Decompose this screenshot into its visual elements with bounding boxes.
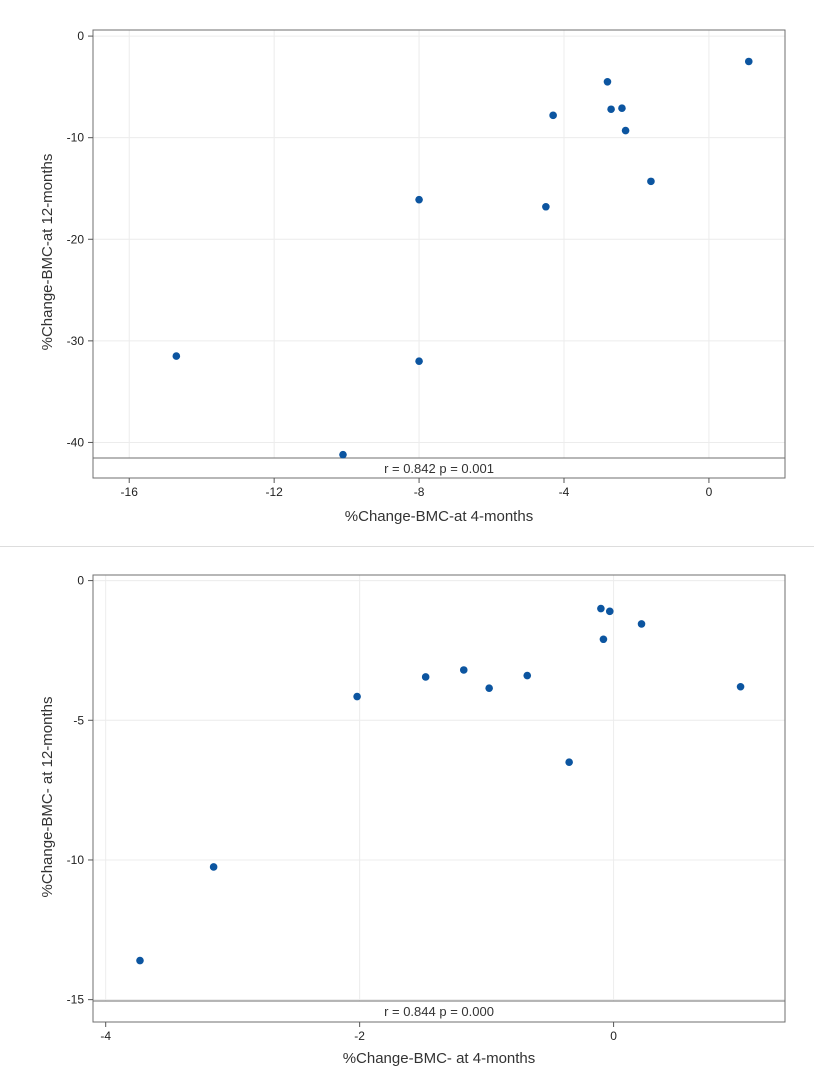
x-axis-title: %Change-BMC-at 4-months (345, 508, 533, 525)
data-point (542, 202, 550, 211)
plot-frame (92, 574, 786, 1023)
y-axis-title: %Change-BMC-at 12-months (39, 154, 56, 351)
correlation-annotation: r = 0.842 p = 0.001 (384, 461, 494, 476)
data-point (607, 105, 615, 114)
data-point (605, 607, 614, 616)
scatter-chart-4m-vs-12m-second: -4 -2 0 0 -5 -10 -15 r = 0.844 p = 0.000 %Change… (0, 547, 814, 1088)
x-tick-label: -2 (354, 1029, 365, 1043)
data-point (597, 604, 605, 613)
y-tick-label: -10 (67, 853, 85, 867)
data-point (209, 863, 218, 871)
x-tick-label: 0 (706, 485, 713, 499)
y-tick-label: -10 (67, 131, 85, 145)
x-tick-label: -4 (100, 1029, 111, 1043)
data-point (565, 758, 573, 766)
data-point (523, 671, 532, 680)
x-tick-label: -16 (121, 485, 139, 499)
data-point (549, 111, 557, 120)
correlation-annotation: r = 0.844 p = 0.000 (384, 1004, 494, 1019)
x-tick-label: -4 (559, 485, 570, 499)
x-tick-label: -8 (414, 485, 425, 499)
scatter-plot-top: -16 -12 -8 -4 00-10-20-30-40r = 0.842 p = 0.… (39, 29, 786, 525)
data-point (744, 57, 753, 66)
data-point (599, 635, 608, 644)
y-tick-label: -30 (67, 334, 85, 348)
y-axis-title: %Change-BMC- at 12-months (39, 697, 56, 898)
y-tick-label: -15 (67, 993, 85, 1007)
data-point (736, 682, 745, 691)
data-point (603, 78, 612, 86)
x-axis-title: %Change-BMC- at 4-months (343, 1050, 536, 1067)
data-point (421, 673, 430, 681)
y-tick-label: 0 (77, 29, 84, 43)
data-point (621, 126, 630, 135)
scatter-plot-bottom: -4 -2 0 0 -5 -10 -15 r = 0.844 p = 0.000 %Change… (39, 574, 786, 1067)
data-point (339, 450, 347, 459)
data-point (353, 692, 361, 701)
data-point (172, 352, 181, 360)
x-tick-label: -12 (265, 485, 283, 499)
data-point (136, 956, 144, 965)
data-point (459, 666, 468, 674)
y-tick-label: -20 (67, 232, 85, 246)
x-tick-label: 0 (610, 1029, 617, 1043)
plot-frame (92, 29, 786, 479)
y-tick-label: -40 (67, 435, 85, 449)
y-tick-label: -5 (73, 713, 84, 727)
data-point (637, 620, 646, 628)
data-point (485, 684, 493, 692)
y-tick-label: 0 (77, 574, 84, 588)
data-point (415, 195, 423, 204)
data-point (618, 104, 626, 113)
data-point (415, 357, 423, 365)
scatter-chart-4m-vs-12m: -16 -12 -8 -4 0 0 -10 -20 -30 -40 r = 0.842 p = 0.… (0, 29, 814, 547)
data-point (647, 177, 655, 186)
